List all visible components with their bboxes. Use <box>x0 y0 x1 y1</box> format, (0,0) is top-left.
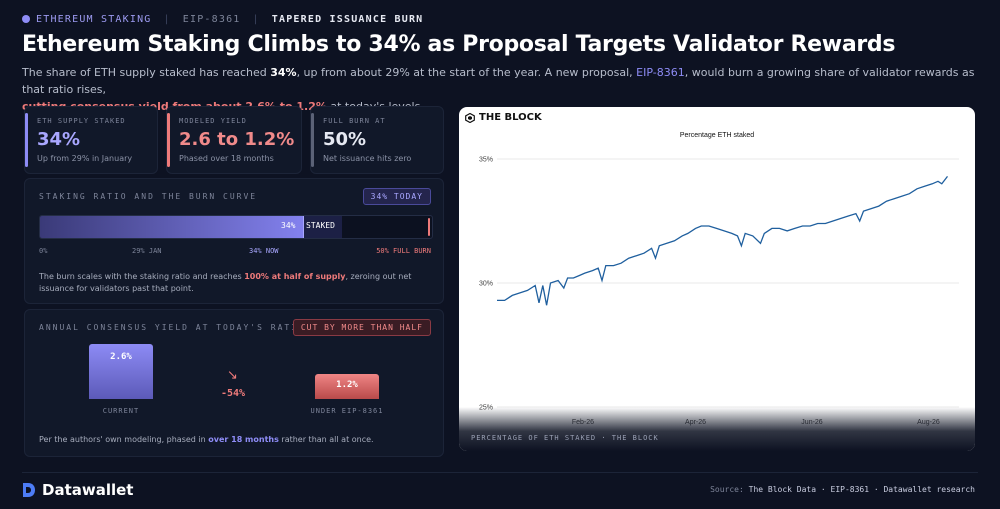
staked-value: 34% <box>281 221 296 230</box>
stat-card-full-burn: FULL BURN AT 50% Net issuance hits zero <box>310 106 444 174</box>
current-yield-value: 2.6% <box>110 352 132 362</box>
source-prefix: Source: <box>710 485 749 494</box>
subhead-text: , would burn a growing share of validato… <box>22 66 975 96</box>
brand-text: THE BLOCK <box>479 112 542 123</box>
stat-accent <box>25 113 28 167</box>
stat-value: 34% <box>37 129 81 150</box>
burn-curve-track: 34% STAKED <box>39 215 433 239</box>
tick-now: 34% NOW <box>249 247 279 255</box>
staked-label: STAKED <box>306 221 335 230</box>
full-burn-marker <box>428 218 430 236</box>
datawallet-logo: Datawallet <box>22 481 133 499</box>
new-yield-value: 1.2% <box>336 380 358 390</box>
eip-link[interactable]: EIP-8361 <box>636 66 685 79</box>
status-dot-icon <box>22 15 30 23</box>
stat-value: 50% <box>323 129 367 150</box>
consensus-yield-card: ANNUAL CONSENSUS YIELD AT TODAY'S RATIO … <box>24 309 444 457</box>
subhead-bold: 34% <box>270 66 297 79</box>
stat-note: Up from 29% in January <box>37 154 133 163</box>
subhead-text: , up from about 29% at the start of the … <box>296 66 637 79</box>
stat-note: Net issuance hits zero <box>323 154 412 163</box>
stat-label: MODELED YIELD <box>179 117 247 125</box>
staked-fill <box>40 216 303 238</box>
current-yield-bar: 2.6% <box>89 344 153 399</box>
staked-segment <box>303 216 342 238</box>
yield-change: -54% <box>221 388 246 399</box>
tag-eip: EIP-8361 <box>182 14 241 25</box>
datawallet-logo-icon <box>23 483 35 497</box>
caption-fade <box>459 407 975 451</box>
today-badge: 34% TODAY <box>362 188 431 205</box>
chart-title: Percentage ETH staked <box>680 132 754 139</box>
source-line: Source: The Block Data · EIP-8361 · Data… <box>710 485 975 494</box>
section-title: STAKING RATIO AND THE BURN CURVE <box>39 192 258 201</box>
decrease-arrow-icon: ↘ <box>227 368 238 383</box>
stat-card-supply-staked: ETH SUPPLY STAKED 34% Up from 29% in Jan… <box>24 106 158 174</box>
desc-text: issuance for validators past that point. <box>39 284 194 293</box>
stat-note: Phased over 18 months <box>179 154 274 163</box>
topbar: ETHEREUM STAKING | EIP-8361 | TAPERED IS… <box>22 14 423 25</box>
desc-text: rather than all at once. <box>278 435 374 444</box>
chart-caption: PERCENTAGE OF ETH STAKED · THE BLOCK <box>471 434 659 442</box>
footer-divider <box>22 472 978 473</box>
separator: | <box>252 14 260 25</box>
the-block-logo-icon <box>465 112 475 123</box>
subhead-text: The share of ETH supply staked has reach… <box>22 66 271 79</box>
tick-full-burn: 50% FULL BURN <box>376 247 431 255</box>
series-line <box>497 176 949 306</box>
stat-value: 2.6 to 1.2% <box>179 129 295 150</box>
separator: | <box>163 14 171 25</box>
cut-badge: CUT BY MORE THAN HALF <box>292 319 431 336</box>
source-text: The Block Data · EIP-8361 · Datawallet r… <box>748 485 975 494</box>
desc-highlight: over 18 months <box>208 435 279 444</box>
tag-ethereum-staking: ETHEREUM STAKING <box>22 14 152 25</box>
new-yield-bar: 1.2% <box>315 374 379 399</box>
ratio-description: The burn scales with the staking ratio a… <box>39 271 411 295</box>
staking-ratio-card: STAKING RATIO AND THE BURN CURVE 34% TOD… <box>24 178 444 304</box>
desc-text: , zeroing out net <box>345 272 412 281</box>
section-title: ANNUAL CONSENSUS YIELD AT TODAY'S RATIO <box>39 323 305 332</box>
ratio-ticks: 0% 29% JAN 34% NOW 50% FULL BURN <box>39 247 431 257</box>
y-tick-label: 35% <box>479 157 493 164</box>
tick-jan: 29% JAN <box>132 247 162 255</box>
stat-label: ETH SUPPLY STAKED <box>37 117 126 125</box>
desc-text: The burn scales with the staking ratio a… <box>39 272 245 281</box>
stat-accent <box>311 113 314 167</box>
new-yield-label: UNDER EIP-8361 <box>310 407 384 415</box>
desc-text: Per the authors' own modeling, phased in <box>39 435 209 444</box>
line-chart: Percentage ETH staked 25%30%35% Feb-26Ap… <box>479 132 959 426</box>
page-title: Ethereum Staking Climbs to 34% as Propos… <box>22 32 896 57</box>
stat-card-modeled-yield: MODELED YIELD 2.6 to 1.2% Phased over 18… <box>166 106 302 174</box>
tag-tapered-burn: TAPERED ISSUANCE BURN <box>271 14 424 25</box>
stat-accent <box>167 113 170 167</box>
y-tick-label: 30% <box>479 281 493 288</box>
current-yield-label: CURRENT <box>102 407 140 415</box>
logo-text: Datawallet <box>42 481 134 499</box>
stat-label: FULL BURN AT <box>323 117 386 125</box>
desc-highlight: 100% at half of supply <box>244 272 346 281</box>
tick-0: 0% <box>39 247 48 255</box>
chart-card: THE BLOCK Percentage ETH staked 25%30%35… <box>459 107 975 451</box>
the-block-brand: THE BLOCK <box>465 112 542 123</box>
yield-description: Per the authors' own modeling, phased in… <box>39 434 374 446</box>
